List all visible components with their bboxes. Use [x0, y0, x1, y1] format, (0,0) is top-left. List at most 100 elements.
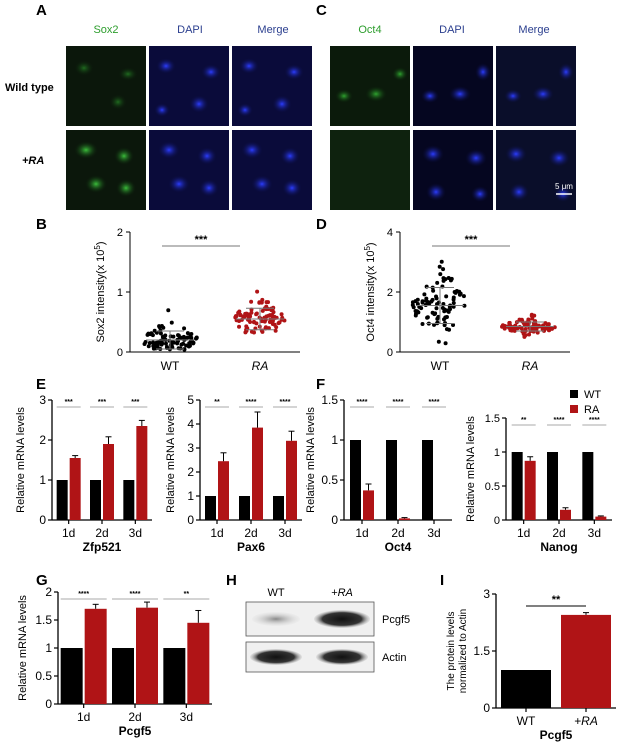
blot-col-label-wt: WT — [267, 587, 284, 599]
sox2-wt-image — [66, 46, 146, 126]
pax6-y-tick-label: 4 — [187, 417, 194, 431]
oct4-intensity-chart-data-point — [457, 292, 462, 297]
oct4-intensity-chart-data-point — [440, 306, 445, 311]
nanog-bar-ra — [524, 460, 536, 520]
oct4-intensity-chart-data-point — [416, 310, 421, 315]
oct4-intensity-chart-data-point — [462, 303, 467, 308]
merge-ra-image — [232, 130, 312, 210]
panel-label-d: D — [316, 216, 327, 233]
protein-level-y-tick-label: 0 — [483, 701, 490, 715]
zfp521-significance-label: *** — [131, 399, 139, 406]
nanog-y-axis-label: Relative mRNA levels — [465, 416, 477, 522]
zfp521-bar-chart: 0 1 2 3 Relative mRNA levels *** 1d *** 2d *** 3d Z… — [15, 393, 152, 554]
oct4-mrna-x-tick-label: 2d — [391, 526, 404, 540]
oct4-merge-wt-image — [496, 46, 576, 126]
oct4-intensity-chart-data-point — [457, 289, 462, 294]
pcgf5-bar-ra — [187, 622, 210, 704]
panel-c-col-title-merge: Merge — [518, 24, 550, 36]
oct4-intensity-chart-data-point — [535, 330, 540, 335]
pax6-bar-wt — [205, 496, 216, 520]
nanog-bar-ra — [595, 516, 607, 520]
pcgf5-x-tick-label: 1d — [77, 710, 90, 724]
protein-level-bar-chart: 0 1.5 3 The protein levels normalized to Act… — [446, 587, 616, 742]
nanog-x-tick-label: 2d — [552, 526, 565, 540]
oct4-mrna-bar-wt — [386, 440, 397, 520]
oct4-mrna-y-tick-label: 0 — [331, 513, 338, 527]
panel-c-microscopy-grid: 5 μm — [330, 46, 576, 210]
oct4-intensity-chart-data-point — [527, 332, 532, 337]
nanog-bar-wt — [582, 452, 594, 520]
protein-level-bar — [561, 614, 611, 708]
sox2-ra-image — [66, 130, 146, 210]
sox2-chart-data-point — [182, 347, 187, 352]
oct4-intensity-chart-data-point — [452, 289, 457, 294]
oct4-intensity-chart-data-point — [413, 299, 418, 304]
pax6-x-axis-label: Pax6 — [237, 540, 265, 554]
zfp521-bar-wt — [90, 480, 101, 520]
pcgf5-significance-label: **** — [78, 591, 89, 598]
sox2-chart-data-point — [176, 346, 181, 351]
oct4-intensity-chart-data-point — [520, 319, 525, 324]
pax6-y-tick-label: 2 — [187, 465, 194, 479]
pcgf5-y-tick-label: 2 — [45, 585, 52, 599]
sox2-chart-data-point — [260, 329, 265, 334]
pax6-bar-wt — [239, 496, 250, 520]
protein-level-y-axis-label: normalized to Actin — [458, 609, 469, 694]
oct4-mrna-x-axis-label: Oct4 — [385, 540, 412, 554]
zfp521-x-tick-label: 3d — [129, 526, 142, 540]
nanog-bar-wt — [547, 452, 558, 520]
panel-a-col-title-sox2: Sox2 — [93, 24, 119, 36]
oct4-intensity-chart-data-point — [549, 326, 554, 331]
oct4-intensity-chart-data-point — [430, 297, 435, 302]
oct4-intensity-chart-data-point — [444, 294, 449, 299]
oct4-intensity-chart-data-point — [435, 280, 440, 285]
sox2-chart-data-point — [151, 340, 156, 345]
sox2-chart-data-point — [236, 310, 241, 315]
zfp521-bar-wt — [123, 480, 135, 520]
nanog-x-tick-label: 1d — [517, 526, 530, 540]
pax6-x-tick-label: 2d — [244, 526, 257, 540]
pax6-x-tick-label: 3d — [278, 526, 291, 540]
western-blot: WT +RA Pcgf5 Actin — [245, 587, 410, 673]
zfp521-bar-ra — [136, 426, 148, 520]
sox2-chart-y-tick-label: 0 — [117, 347, 123, 359]
sox2-chart-data-point — [150, 333, 155, 338]
oct4-intensity-chart-data-point — [437, 264, 442, 269]
pcgf5-significance-label: ** — [184, 591, 190, 598]
protein-level-y-tick-label: 3 — [483, 587, 490, 601]
oct4-intensity-chart-data-point — [546, 328, 551, 333]
pcgf5-y-tick-label: 1.5 — [35, 613, 52, 627]
sox2-chart-x-tick-label: WT — [161, 359, 180, 372]
sox2-chart-data-point — [184, 343, 189, 348]
sox2-chart-data-point — [237, 318, 242, 323]
panel-c-col-title-oct4: Oct4 — [358, 24, 382, 36]
oct4-intensity-chart-data-point — [436, 314, 441, 319]
panel-label-g: G — [36, 572, 48, 589]
nanog-x-tick-label: 3d — [588, 526, 601, 540]
sox2-chart-y-tick-label: 1 — [117, 287, 123, 299]
pcgf5-x-axis-label: Pcgf5 — [119, 724, 152, 738]
protein-level-y-tick-label: 1.5 — [473, 644, 490, 658]
pcgf5-bar-wt — [112, 648, 134, 704]
zfp521-y-axis-label: Relative mRNA levels — [15, 407, 27, 513]
zfp521-bar-wt — [56, 480, 68, 520]
sox2-chart-data-point — [153, 343, 158, 348]
oct4-intensity-chart-data-point — [435, 320, 440, 325]
blot-band-label-pcgf5: Pcgf5 — [382, 614, 410, 626]
panel-label-f: F — [316, 376, 326, 393]
sox2-chart-data-point — [266, 300, 271, 305]
nanog-bar-wt — [511, 452, 523, 520]
zfp521-significance-label: *** — [65, 399, 73, 406]
oct4-intensity-chart-data-point — [451, 297, 456, 302]
pcgf5-y-tick-label: 0 — [45, 697, 52, 711]
zfp521-significance-label: *** — [98, 399, 106, 406]
pax6-y-axis-label: Relative mRNA levels — [165, 407, 177, 513]
pax6-significance-label: ** — [214, 399, 220, 406]
sox2-chart-data-point — [249, 299, 254, 304]
pcgf5-bar-wt — [163, 648, 186, 704]
oct4-intensity-chart-data-point — [434, 306, 439, 311]
sox2-chart-data-point — [164, 344, 169, 349]
protein-level-significance-label: ** — [552, 594, 561, 606]
sox2-chart-data-point — [251, 319, 256, 324]
oct4-intensity-chart-data-point — [500, 324, 505, 329]
